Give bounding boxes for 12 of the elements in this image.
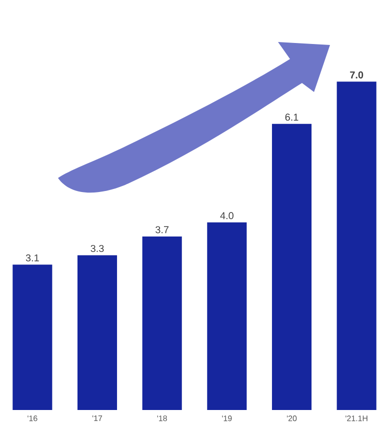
data-label: 7.0	[350, 71, 364, 78]
data-label: 3.7	[156, 226, 169, 234]
bar	[336, 82, 376, 410]
bar	[12, 264, 52, 410]
data-label: 4.0	[220, 212, 234, 220]
bar	[272, 124, 312, 410]
bar	[77, 255, 118, 410]
bar	[207, 222, 247, 410]
data-label: 6.1	[285, 114, 298, 121]
bar	[142, 236, 182, 410]
data-label: 3.1	[26, 254, 39, 262]
data-label: 3.3	[90, 244, 104, 252]
